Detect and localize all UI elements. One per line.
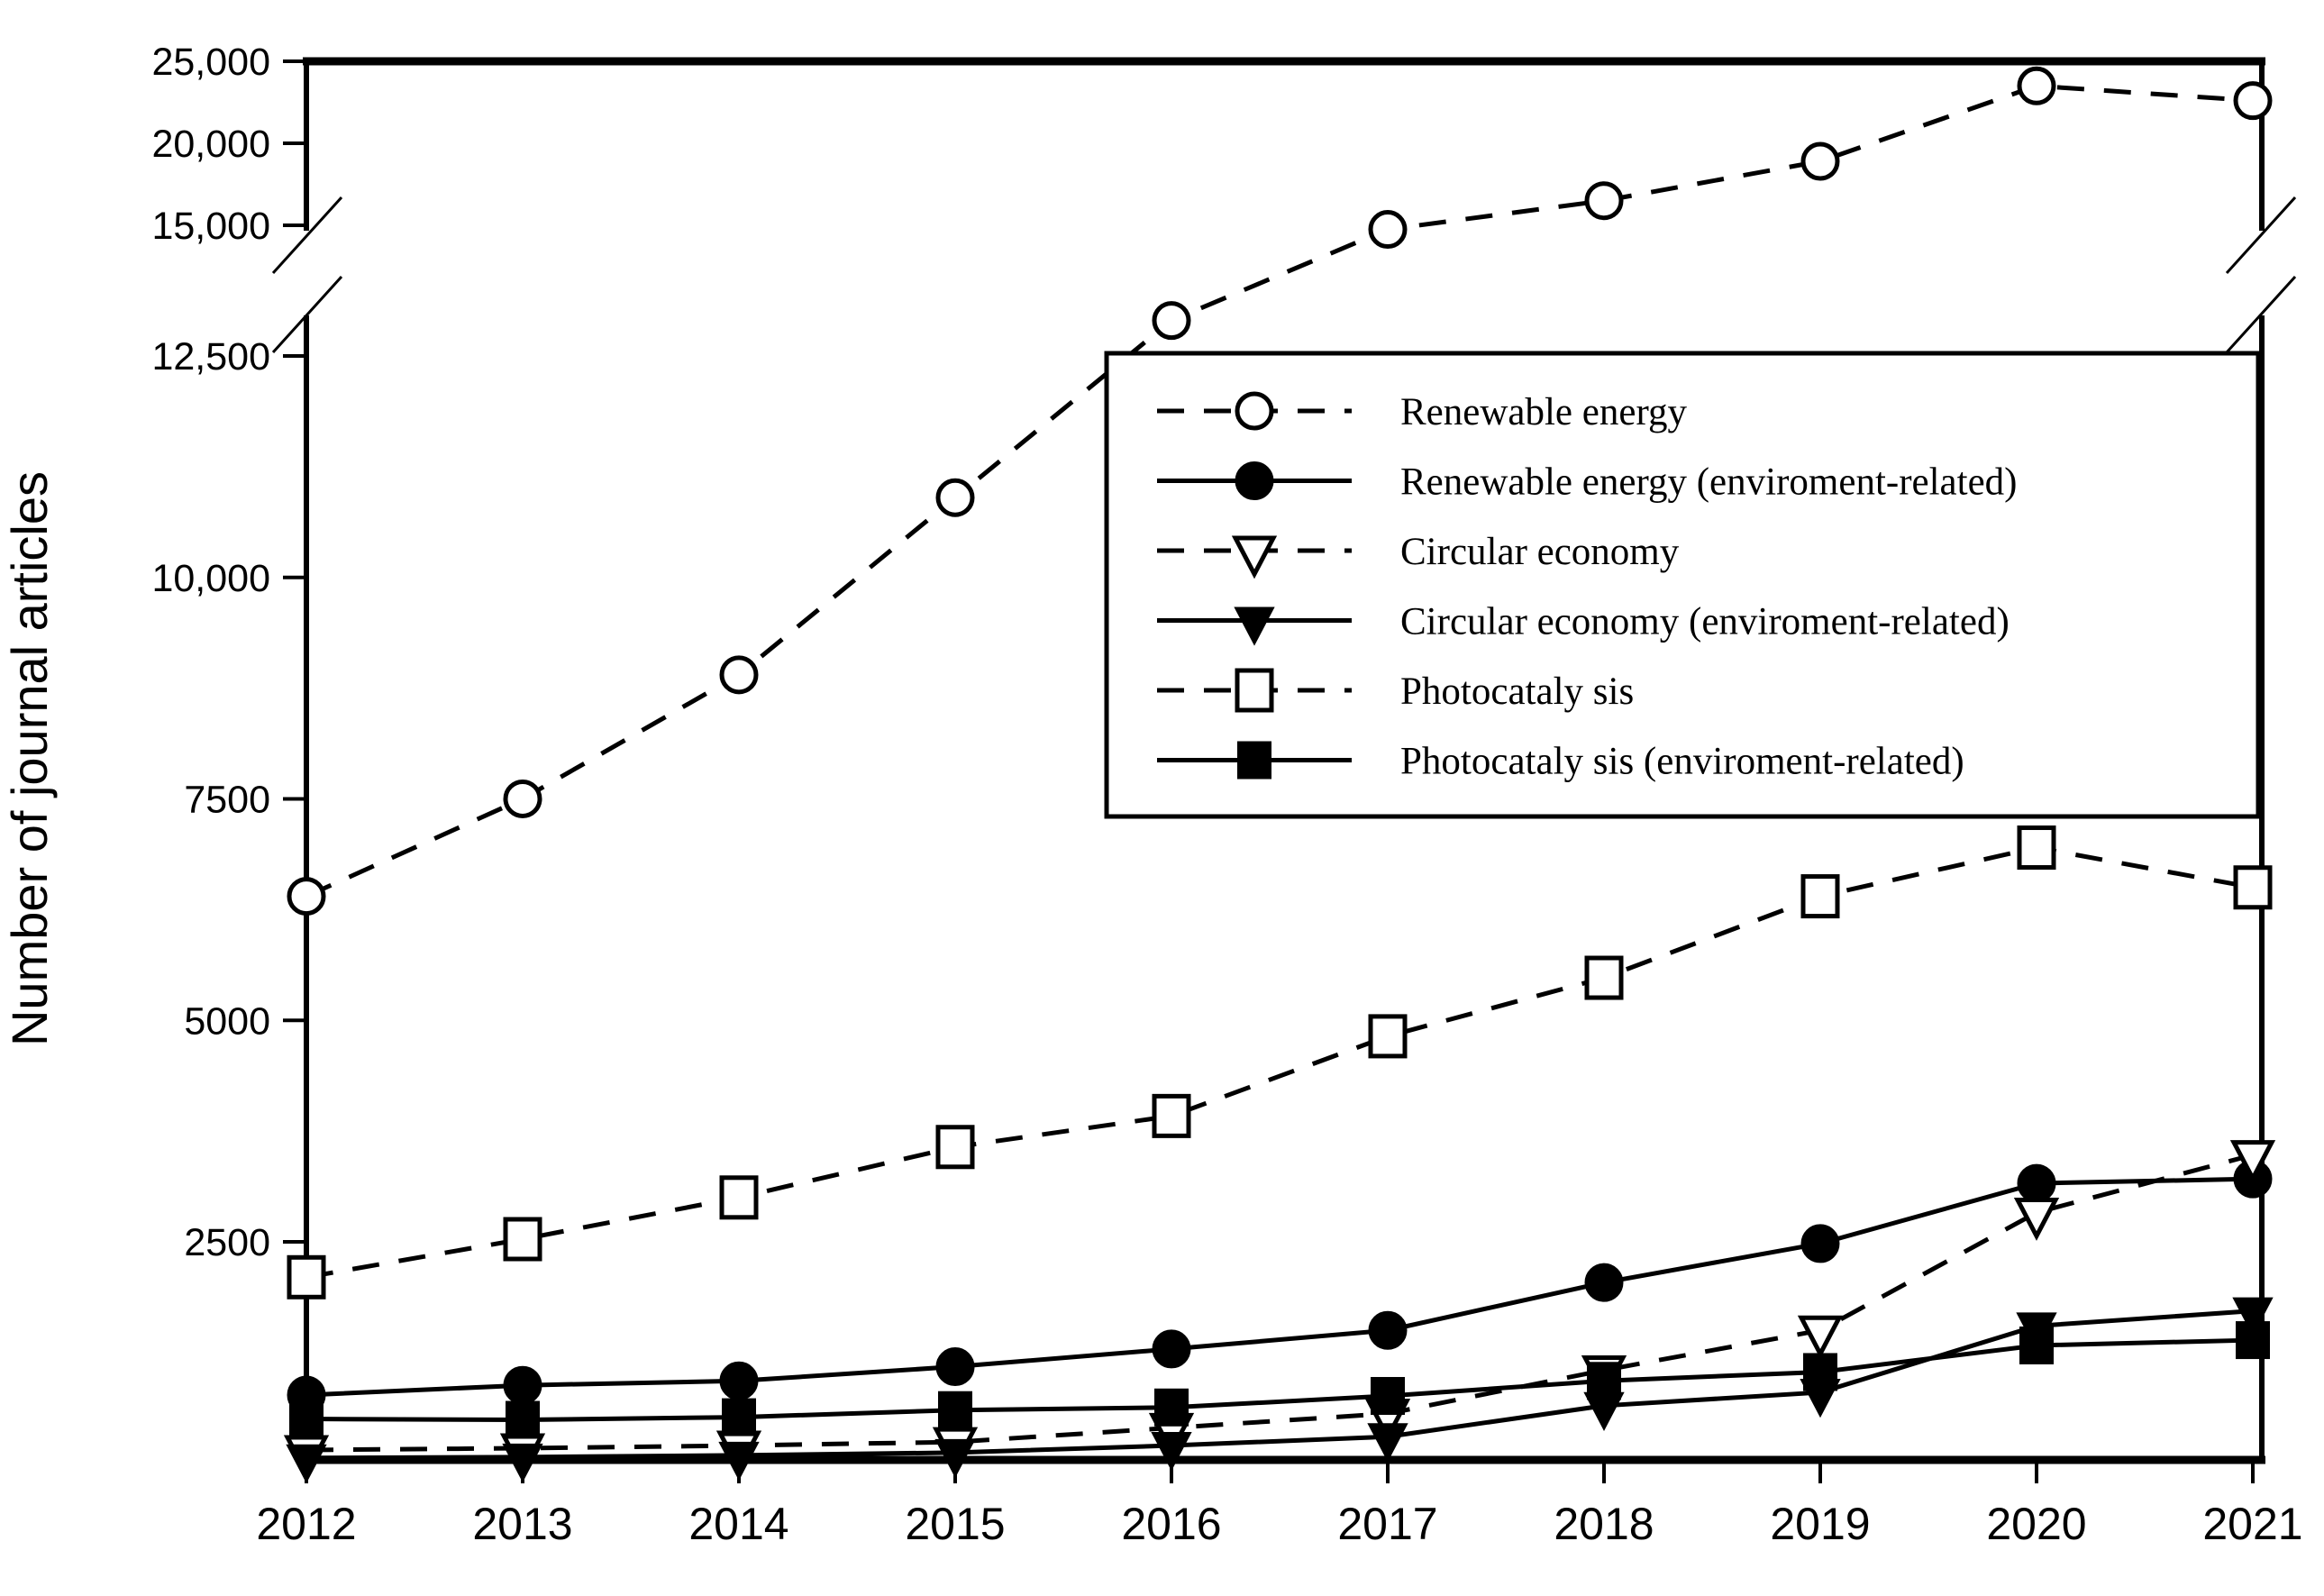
- marker-square-filled-icon: [506, 1400, 540, 1439]
- x-tick-label: 2019: [1770, 1499, 1870, 1549]
- marker-square-filled-icon: [1803, 1353, 1837, 1391]
- series-line: [305, 1337, 2254, 1423]
- marker-square-open-icon: [1235, 668, 1274, 713]
- y-tick-label: 10,000: [151, 557, 270, 600]
- marker-circle-filled-icon: [1800, 1224, 1840, 1263]
- marker-triangle-filled-icon: [1367, 1423, 1408, 1463]
- legend-item-label: Circular economy (enviroment-related): [1400, 601, 2010, 643]
- marker-square-open-icon: [2233, 865, 2273, 910]
- marker-circle-filled-icon: [1152, 1329, 1191, 1369]
- marker-circle-open-icon: [1800, 141, 1840, 181]
- series-line: [305, 1153, 2254, 1453]
- marker-square-open-icon: [719, 1175, 759, 1220]
- x-tick-label: 2015: [905, 1499, 1005, 1549]
- legend-item-label: Renewable energy (enviroment-related): [1400, 461, 2018, 504]
- marker-square-open-icon: [935, 1125, 975, 1170]
- marker-square-filled-icon: [938, 1391, 972, 1429]
- marker-square-filled-icon: [1237, 741, 1271, 780]
- marker-triangle-open-icon: [1797, 1315, 1844, 1359]
- x-tick-label: 2018: [1554, 1499, 1654, 1549]
- marker-square-open-icon: [1800, 874, 1840, 919]
- marker-triangle-open-icon: [2229, 1140, 2276, 1183]
- marker-triangle-filled-icon: [934, 1438, 976, 1479]
- y-axis-title: Number of journal articles: [1, 471, 58, 1046]
- x-tick-label: 2014: [688, 1499, 788, 1549]
- legend-item-label: Renewable energy: [1400, 391, 1687, 433]
- x-tick-label: 2013: [472, 1499, 572, 1549]
- legend-item-label: Photocataly sis: [1400, 670, 1634, 713]
- series-lines: [305, 83, 2254, 1461]
- marker-triangle-filled-icon: [502, 1443, 543, 1482]
- marker-square-filled-icon: [1371, 1376, 1405, 1415]
- break-slash-left-upper: [271, 196, 343, 275]
- series-line: [305, 1176, 2254, 1398]
- y-axis-ticks: 25,000 20,000 15,000 12,500 10,000 7500 5000 25…: [151, 41, 306, 1264]
- y-tick-label: 7500: [184, 779, 270, 822]
- marker-circle-open-icon: [2017, 66, 2056, 105]
- marker-square-filled-icon: [2019, 1326, 2054, 1364]
- marker-square-filled-icon: [722, 1398, 756, 1436]
- marker-triangle-filled-icon: [718, 1441, 760, 1482]
- marker-circle-filled-icon: [719, 1361, 759, 1400]
- series-line: [305, 844, 2254, 1280]
- x-tick-label: 2012: [256, 1499, 356, 1549]
- x-tick-label: 2016: [1121, 1499, 1221, 1549]
- break-slash-right-lower: [2225, 275, 2297, 354]
- marker-square-filled-icon: [289, 1400, 324, 1438]
- y-tick-label: 15,000: [151, 205, 270, 248]
- marker-triangle-filled-icon: [1151, 1432, 1192, 1472]
- marker-circle-open-icon: [287, 877, 326, 917]
- x-tick-label: 2017: [1337, 1499, 1437, 1549]
- y-tick-label: 2500: [184, 1221, 270, 1264]
- y-tick-label: 25,000: [151, 41, 270, 84]
- marker-circle-filled-icon: [1368, 1310, 1408, 1350]
- marker-circle-filled-icon: [503, 1365, 542, 1405]
- axis-break-marks: [271, 196, 2297, 354]
- marker-square-open-icon: [2017, 825, 2056, 871]
- x-tick-label: 2021: [2202, 1499, 2302, 1549]
- marker-circle-open-icon: [1584, 181, 1624, 221]
- marker-circle-open-icon: [1368, 210, 1408, 250]
- break-slash-right-upper: [2225, 196, 2297, 275]
- marker-square-filled-icon: [1154, 1388, 1189, 1427]
- marker-circle-open-icon: [2233, 81, 2273, 121]
- y-tick-label: 5000: [184, 999, 270, 1043]
- series-markers: [283, 66, 2276, 1483]
- y-tick-label: 12,500: [151, 335, 270, 378]
- marker-circle-open-icon: [935, 478, 975, 517]
- marker-square-filled-icon: [2236, 1321, 2270, 1360]
- marker-square-open-icon: [503, 1217, 542, 1262]
- x-tick-label: 2020: [1986, 1499, 2086, 1549]
- y-tick-label: 20,000: [151, 123, 270, 166]
- marker-circle-open-icon: [719, 655, 759, 695]
- marker-circle-open-icon: [503, 779, 542, 818]
- marker-square-open-icon: [287, 1254, 326, 1300]
- marker-circle-open-icon: [1152, 301, 1191, 341]
- break-slash-left-lower: [271, 275, 343, 354]
- marker-triangle-filled-icon: [1234, 606, 1275, 646]
- legend-item-label: Circular economy: [1400, 531, 1680, 573]
- legend-box: [1104, 351, 2261, 819]
- marker-circle-filled-icon: [1584, 1263, 1624, 1302]
- marker-triangle-open-icon: [1231, 535, 1278, 579]
- marker-triangle-filled-icon: [2232, 1297, 2274, 1336]
- legend: Renewable energy Renewable energy (enviro…: [1104, 351, 2261, 819]
- marker-circle-filled-icon: [1235, 461, 1274, 500]
- marker-square-open-icon: [1368, 1014, 1408, 1059]
- legend-item-label: Photocataly sis (enviroment-related): [1400, 741, 1964, 783]
- marker-circle-open-icon: [1235, 391, 1274, 431]
- marker-circle-filled-icon: [935, 1347, 975, 1387]
- legend-items: Renewable energy Renewable energy (enviro…: [1157, 391, 2018, 783]
- marker-triangle-open-icon: [2013, 1198, 2060, 1241]
- marker-square-open-icon: [1584, 955, 1624, 1000]
- x-axis-ticks: 2012 2013 2014 2015 2016 2017 2018 2019 2020 2021: [256, 1460, 2303, 1549]
- series-line: [305, 83, 2254, 898]
- marker-circle-filled-icon: [2017, 1163, 2056, 1203]
- marker-triangle-filled-icon: [286, 1444, 327, 1483]
- marker-square-open-icon: [1152, 1093, 1191, 1138]
- marker-square-filled-icon: [1587, 1362, 1621, 1400]
